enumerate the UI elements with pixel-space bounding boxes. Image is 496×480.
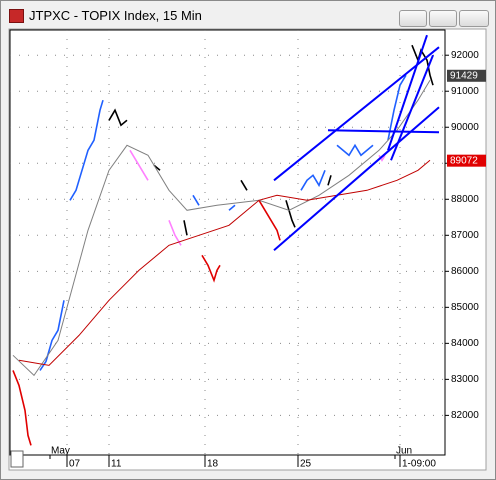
y-tick-label: 84000 [451,338,479,349]
price-line [18,159,431,366]
price-label: 89072 [450,155,478,166]
price-line [387,34,428,151]
price-line [39,74,407,371]
y-tick-label: 85000 [451,302,479,313]
x-tick-label: 1-09:00 [402,459,436,470]
price-label-box [447,69,486,82]
y-tick-label: 86000 [451,266,479,277]
app-icon [9,9,24,23]
close-button[interactable] [459,10,489,27]
y-tick-label: 88000 [451,194,479,205]
y-tick-label: 91000 [451,86,479,97]
y-tick-label: 83000 [451,374,479,385]
price-line [390,54,434,161]
y-tick-label: 92000 [451,50,479,61]
x-tick-label: 07 [69,459,81,470]
price-line [12,79,431,377]
y-tick-label: 82000 [451,410,479,421]
maximize-button[interactable] [429,10,457,27]
month-label: May [51,446,70,457]
window-title: JTPXC - TOPIX Index, 15 Min [29,8,202,23]
x-tick-label: 11 [111,459,122,470]
price-line [108,44,434,236]
month-label: Jun [396,446,412,457]
price-line [327,129,440,134]
minimize-button[interactable] [399,10,427,27]
x-tick-label: 25 [300,459,312,470]
price-label-box [447,154,486,167]
scroll-box[interactable] [10,450,24,468]
x-tick-label: 18 [207,459,219,470]
price-line [273,46,440,182]
price-label: 91429 [450,70,478,81]
price-line [12,199,281,446]
y-tick-label: 87000 [451,230,479,241]
y-tick-label: 90000 [451,122,479,133]
